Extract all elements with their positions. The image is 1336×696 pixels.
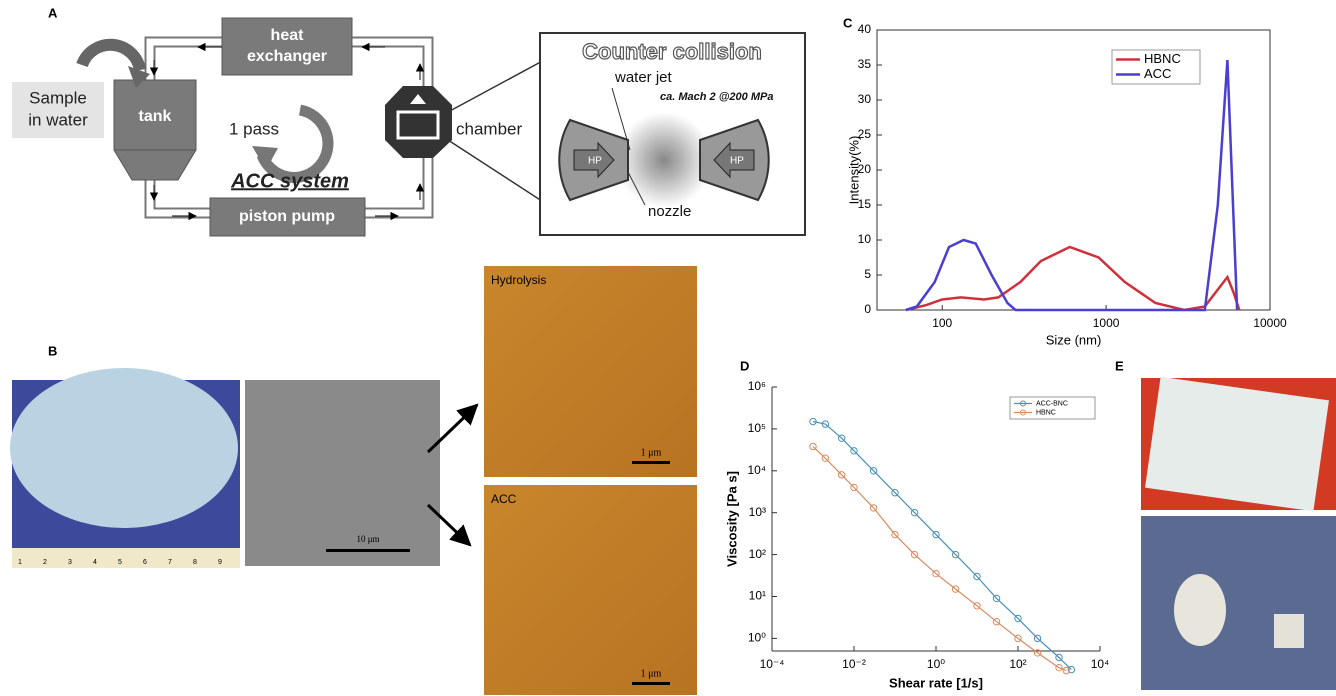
label: ACC system bbox=[230, 170, 349, 192]
y-tick-label: 10⁶ bbox=[748, 379, 766, 393]
y-tick-label: 0 bbox=[864, 302, 871, 316]
sem-image: 10 μm bbox=[245, 380, 440, 566]
image-label: ACC bbox=[491, 492, 517, 506]
label: piston pump bbox=[239, 208, 335, 225]
y-tick-label: 10 bbox=[858, 232, 872, 246]
label: nozzle bbox=[648, 203, 691, 220]
legend-label: HBNC bbox=[1036, 409, 1056, 416]
label: HP bbox=[588, 156, 602, 167]
panel-label: B bbox=[48, 343, 57, 358]
flow-diagram: heat exchanger Sample in water tank 1 pa… bbox=[12, 18, 548, 236]
y-axis-title: Viscosity [Pa s] bbox=[724, 471, 739, 567]
label: 1 pass bbox=[229, 119, 279, 138]
y-axis-title: Intensity(%) bbox=[846, 136, 861, 205]
label: Sample bbox=[29, 88, 87, 107]
ruler-number: 4 bbox=[93, 559, 97, 566]
x-tick-label: 10000 bbox=[1253, 316, 1287, 330]
series-line bbox=[906, 60, 1237, 310]
panel-label: A bbox=[48, 5, 58, 20]
y-tick-label: 40 bbox=[858, 22, 872, 36]
ruler-number: 8 bbox=[193, 559, 197, 566]
label: heat bbox=[271, 27, 305, 44]
x-tick-label: 10⁴ bbox=[1091, 657, 1110, 671]
panel-label: D bbox=[740, 358, 749, 373]
y-tick-label: 10⁰ bbox=[748, 631, 766, 645]
scale-label: 1 μm bbox=[641, 447, 662, 458]
x-tick-label: 10² bbox=[1009, 657, 1026, 671]
x-tick-label: 100 bbox=[932, 316, 952, 330]
label: ca. Mach 2 @200 MPa bbox=[660, 91, 773, 103]
ruler-number: 9 bbox=[218, 559, 222, 566]
label: exchanger bbox=[247, 48, 327, 65]
ruler-number: 1 bbox=[18, 559, 22, 566]
photo-print bbox=[1141, 377, 1336, 690]
y-tick-label: 10¹ bbox=[749, 589, 766, 603]
ruler-number: 7 bbox=[168, 559, 172, 566]
ruler-number: 2 bbox=[43, 559, 47, 566]
figure: A B C D E heat exchanger Sample in water… bbox=[0, 0, 1336, 696]
panel-label: E bbox=[1115, 358, 1124, 373]
y-tick-label: 35 bbox=[858, 57, 872, 71]
label: chamber bbox=[456, 119, 522, 138]
y-tick-label: 5 bbox=[864, 267, 871, 281]
image-label: Hydrolysis bbox=[491, 273, 546, 287]
legend-label: ACC bbox=[1144, 66, 1171, 81]
legend-label: HBNC bbox=[1144, 51, 1181, 66]
y-tick-label: 10⁵ bbox=[748, 421, 766, 435]
x-axis-title: Size (nm) bbox=[1046, 332, 1102, 347]
scale-label: 10 μm bbox=[356, 534, 379, 544]
y-tick-label: 10² bbox=[749, 547, 766, 561]
label: HP bbox=[730, 156, 744, 167]
x-axis-title: Shear rate [1/s] bbox=[889, 675, 983, 690]
ruler-number: 5 bbox=[118, 559, 122, 566]
series-line bbox=[813, 422, 1071, 670]
x-tick-label: 10⁰ bbox=[927, 657, 945, 671]
y-tick-label: 10⁴ bbox=[747, 463, 766, 477]
afm-image: Hydrolysis 1 μm bbox=[484, 266, 697, 477]
ruler-number: 3 bbox=[68, 559, 72, 566]
series-line bbox=[906, 247, 1239, 310]
scale-label: 1 μm bbox=[641, 668, 662, 679]
collision-inset: Counter collision HP HP water jet ca. Ma… bbox=[540, 33, 805, 235]
y-tick-label: 30 bbox=[858, 92, 872, 106]
inset-title: Counter collision bbox=[582, 39, 762, 64]
label: water jet bbox=[614, 69, 673, 86]
afm-image: ACC 1 μm bbox=[484, 485, 697, 695]
ruler-number: 6 bbox=[143, 559, 147, 566]
label: tank bbox=[139, 108, 172, 125]
x-tick-label: 10⁻² bbox=[842, 657, 866, 671]
series-line bbox=[813, 447, 1066, 671]
y-tick-label: 10³ bbox=[749, 505, 766, 519]
x-tick-label: 1000 bbox=[1093, 316, 1120, 330]
photo-film bbox=[10, 368, 240, 568]
label: in water bbox=[28, 110, 88, 129]
panel-label: C bbox=[843, 15, 853, 30]
legend-label: ACC-BNC bbox=[1036, 400, 1068, 407]
x-tick-label: 10⁻⁴ bbox=[760, 657, 785, 671]
